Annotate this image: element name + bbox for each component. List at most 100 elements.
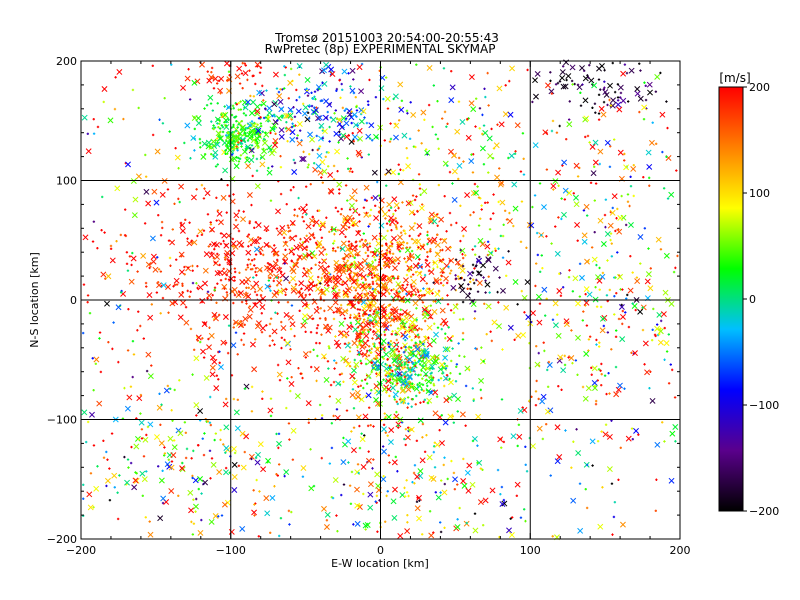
data-point-x <box>192 477 199 484</box>
data-point-plus <box>364 528 367 531</box>
data-point-plus <box>600 430 603 433</box>
data-point-plus <box>599 88 602 91</box>
data-point-x <box>566 190 573 196</box>
data-point-plus <box>131 375 134 379</box>
data-point-x <box>116 68 123 75</box>
data-point-plus <box>394 122 397 126</box>
data-point-plus <box>299 372 302 375</box>
data-point-x <box>428 474 435 481</box>
data-point-plus <box>240 300 244 304</box>
data-point-x <box>401 371 408 378</box>
data-point-x <box>278 127 285 133</box>
data-point-plus <box>567 356 570 359</box>
data-point-x <box>307 275 314 282</box>
colorbar-label: [m/s] <box>719 71 750 85</box>
data-point-plus <box>213 126 217 129</box>
data-point-x <box>426 64 433 71</box>
data-point-plus <box>559 294 563 297</box>
data-point-x <box>349 87 356 94</box>
data-point-x <box>619 336 626 343</box>
data-point-plus <box>94 362 98 366</box>
data-point-x <box>627 287 634 294</box>
data-point-x <box>426 397 433 404</box>
data-point-x <box>202 267 209 274</box>
data-point-plus <box>217 515 220 518</box>
x-tick-label: 0 <box>377 544 384 557</box>
data-point-x <box>280 325 287 331</box>
data-point-plus <box>598 162 601 166</box>
data-point-plus <box>306 284 310 287</box>
data-point-plus <box>395 410 398 414</box>
data-point-plus <box>339 303 343 307</box>
data-point-plus <box>598 266 601 270</box>
data-point-plus <box>603 374 607 377</box>
data-point-plus <box>233 293 237 297</box>
data-point-plus <box>352 426 356 429</box>
data-point-x <box>399 388 406 394</box>
data-point-plus <box>674 266 677 270</box>
data-point-x <box>349 194 356 201</box>
data-point-plus <box>364 240 367 243</box>
data-point-plus <box>619 91 623 95</box>
data-point-x <box>149 235 156 242</box>
data-point-plus <box>617 274 621 277</box>
data-point-x <box>158 440 165 447</box>
data-point-plus <box>330 422 334 425</box>
data-point-plus <box>383 333 387 337</box>
data-point-x <box>419 457 426 464</box>
data-point-x <box>287 79 294 86</box>
data-point-plus <box>387 341 390 345</box>
data-point-x <box>318 250 325 256</box>
data-point-plus <box>443 362 446 365</box>
data-point-plus <box>367 354 371 357</box>
data-point-plus <box>436 224 439 227</box>
data-point-plus <box>504 274 508 278</box>
data-point-plus <box>489 330 492 333</box>
data-point-x <box>333 130 340 137</box>
data-point-plus <box>224 341 228 345</box>
data-point-x <box>168 488 175 494</box>
data-point-plus <box>396 241 399 244</box>
data-point-x <box>233 223 239 230</box>
data-point-plus <box>114 76 117 79</box>
data-point-x <box>147 531 154 538</box>
data-point-plus <box>216 163 219 166</box>
data-point-plus <box>358 213 361 216</box>
data-point-plus <box>324 155 327 158</box>
data-point-plus <box>446 294 449 297</box>
data-point-plus <box>419 401 422 404</box>
data-point-x <box>81 114 88 121</box>
data-point-plus <box>219 92 222 95</box>
data-point-x <box>468 158 475 165</box>
data-point-x <box>327 172 334 178</box>
data-point-plus <box>336 228 340 232</box>
data-point-plus <box>492 147 496 150</box>
data-point-x <box>277 98 284 105</box>
data-point-plus <box>420 294 423 297</box>
data-point-plus <box>441 297 444 300</box>
data-point-plus <box>560 388 563 392</box>
data-point-plus <box>419 373 422 377</box>
data-point-plus <box>642 175 645 179</box>
data-point-x <box>583 203 590 210</box>
data-point-plus <box>649 267 652 270</box>
data-point-plus <box>467 283 470 286</box>
data-point-plus <box>126 458 130 461</box>
data-point-x <box>657 339 664 346</box>
data-point-plus <box>290 118 293 121</box>
data-point-x <box>254 110 261 117</box>
data-point-x <box>583 299 590 306</box>
data-point-plus <box>422 287 425 290</box>
data-point-x <box>378 222 385 229</box>
data-point-x <box>254 142 261 148</box>
data-point-plus <box>248 220 252 223</box>
data-point-x <box>421 306 428 313</box>
data-point-x <box>452 303 459 310</box>
data-point-plus <box>243 62 247 65</box>
data-point-plus <box>392 288 395 291</box>
data-point-x <box>211 358 218 365</box>
data-point-plus <box>503 209 507 213</box>
data-point-x <box>385 168 392 175</box>
data-point-plus <box>394 223 397 227</box>
